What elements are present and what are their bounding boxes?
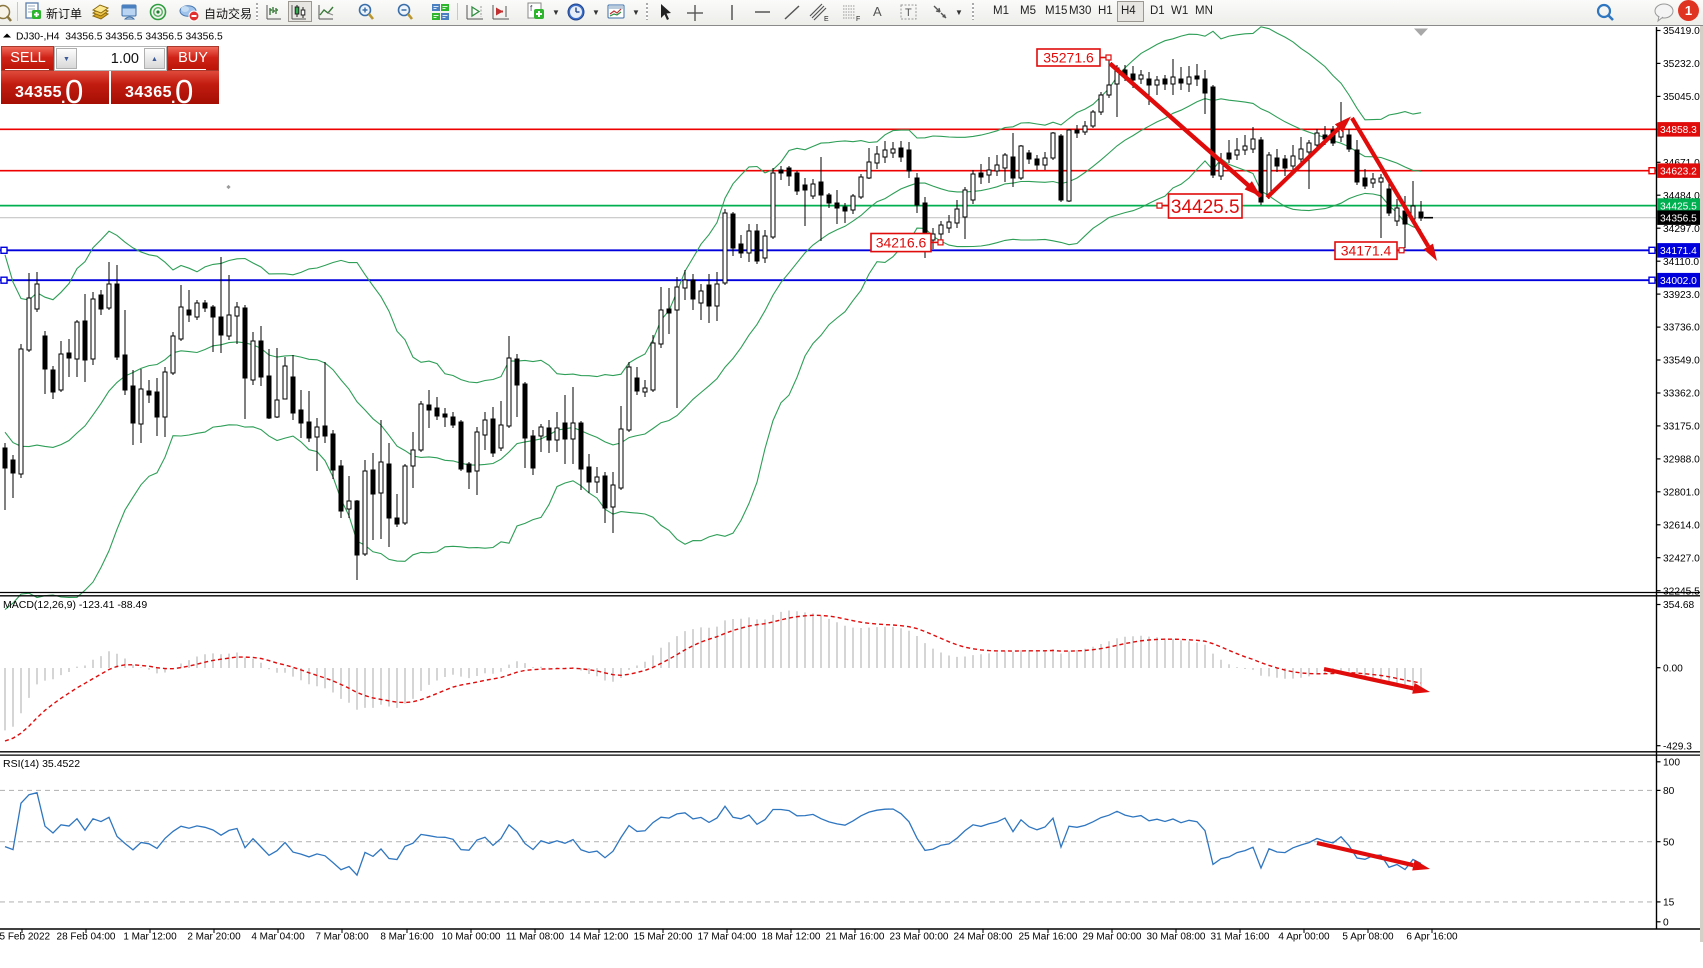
svg-text:14 Mar 12:00: 14 Mar 12:00	[570, 932, 629, 943]
svg-text:34171.4: 34171.4	[1660, 246, 1697, 257]
svg-text:35271.6: 35271.6	[1043, 50, 1094, 66]
svg-text:25 Mar 16:00: 25 Mar 16:00	[1019, 932, 1078, 943]
svg-text:32614.0: 32614.0	[1663, 520, 1700, 531]
svg-text:2 Mar 20:00: 2 Mar 20:00	[187, 932, 241, 943]
svg-text:T: T	[905, 7, 912, 19]
svg-text:34216.6: 34216.6	[876, 235, 927, 251]
svg-text:RSI(14) 35.4522: RSI(14) 35.4522	[3, 758, 80, 770]
svg-text:10 Mar 00:00: 10 Mar 00:00	[442, 932, 501, 943]
svg-text:21 Mar 16:00: 21 Mar 16:00	[826, 932, 885, 943]
svg-text:31 Mar 16:00: 31 Mar 16:00	[1211, 932, 1270, 943]
svg-text:6 Apr 16:00: 6 Apr 16:00	[1406, 932, 1458, 943]
svg-text:8 Mar 16:00: 8 Mar 16:00	[380, 932, 434, 943]
svg-text:33175.0: 33175.0	[1663, 422, 1700, 433]
svg-text:35419.0: 35419.0	[1663, 26, 1700, 37]
svg-text:15 Mar 20:00: 15 Mar 20:00	[634, 932, 693, 943]
svg-text:5 Apr 08:00: 5 Apr 08:00	[1342, 932, 1394, 943]
svg-text:23 Mar 00:00: 23 Mar 00:00	[890, 932, 949, 943]
svg-text:-429.3: -429.3	[1663, 741, 1692, 752]
svg-text:MACD(12,26,9) -123.41 -88.49: MACD(12,26,9) -123.41 -88.49	[3, 599, 147, 611]
svg-text:34297.0: 34297.0	[1663, 224, 1700, 235]
svg-text:354.68: 354.68	[1663, 600, 1694, 611]
svg-text:7 Mar 08:00: 7 Mar 08:00	[315, 932, 369, 943]
svg-text:24 Mar 08:00: 24 Mar 08:00	[954, 932, 1013, 943]
svg-text:4 Apr 00:00: 4 Apr 00:00	[1278, 932, 1330, 943]
svg-text:15: 15	[1663, 898, 1675, 909]
svg-text:34110.0: 34110.0	[1663, 257, 1699, 268]
svg-text:32245.5: 32245.5	[1663, 586, 1700, 597]
svg-text:E: E	[824, 16, 829, 23]
svg-text:29 Mar 00:00: 29 Mar 00:00	[1083, 932, 1142, 943]
svg-text:34002.0: 34002.0	[1660, 276, 1697, 287]
svg-text:25 Feb 2022: 25 Feb 2022	[0, 932, 51, 943]
svg-text:33549.0: 33549.0	[1663, 356, 1700, 367]
svg-text:33736.0: 33736.0	[1663, 323, 1700, 334]
svg-text:50: 50	[1663, 837, 1675, 848]
svg-text:100: 100	[1663, 758, 1680, 769]
svg-text:35045.0: 35045.0	[1663, 92, 1700, 103]
svg-text:32988.0: 32988.0	[1663, 455, 1700, 466]
svg-text:30 Mar 08:00: 30 Mar 08:00	[1147, 932, 1206, 943]
svg-text:80: 80	[1663, 786, 1675, 797]
svg-text:35232.0: 35232.0	[1663, 59, 1700, 70]
svg-text:4 Mar 04:00: 4 Mar 04:00	[251, 932, 305, 943]
svg-text:DJ30-,H4 34356.5 34356.5 3435: DJ30-,H4 34356.5 34356.5 34356.5 34356.5	[16, 32, 223, 43]
svg-text:17 Mar 04:00: 17 Mar 04:00	[698, 932, 757, 943]
svg-text:33923.0: 33923.0	[1663, 290, 1700, 301]
svg-text:0.00: 0.00	[1663, 663, 1683, 674]
svg-text:34356.5: 34356.5	[1660, 214, 1697, 225]
svg-text:11 Mar 08:00: 11 Mar 08:00	[506, 932, 565, 943]
svg-text:34858.3: 34858.3	[1660, 125, 1697, 136]
svg-text:32427.0: 32427.0	[1663, 553, 1700, 564]
svg-text:34425.5: 34425.5	[1171, 197, 1240, 218]
svg-text:f: f	[530, 4, 533, 13]
svg-text:1 Mar 12:00: 1 Mar 12:00	[123, 932, 177, 943]
svg-text:33362.0: 33362.0	[1663, 389, 1700, 400]
svg-text:28 Feb 04:00: 28 Feb 04:00	[57, 932, 116, 943]
svg-text:18 Mar 12:00: 18 Mar 12:00	[762, 932, 821, 943]
svg-text:34425.5: 34425.5	[1660, 201, 1697, 212]
svg-text:34484.0: 34484.0	[1663, 191, 1700, 202]
svg-text:F: F	[856, 16, 860, 23]
svg-text:34623.2: 34623.2	[1660, 167, 1697, 178]
svg-text:34171.4: 34171.4	[1341, 243, 1392, 259]
svg-text:0: 0	[1663, 918, 1669, 929]
svg-text:32801.0: 32801.0	[1663, 488, 1700, 499]
